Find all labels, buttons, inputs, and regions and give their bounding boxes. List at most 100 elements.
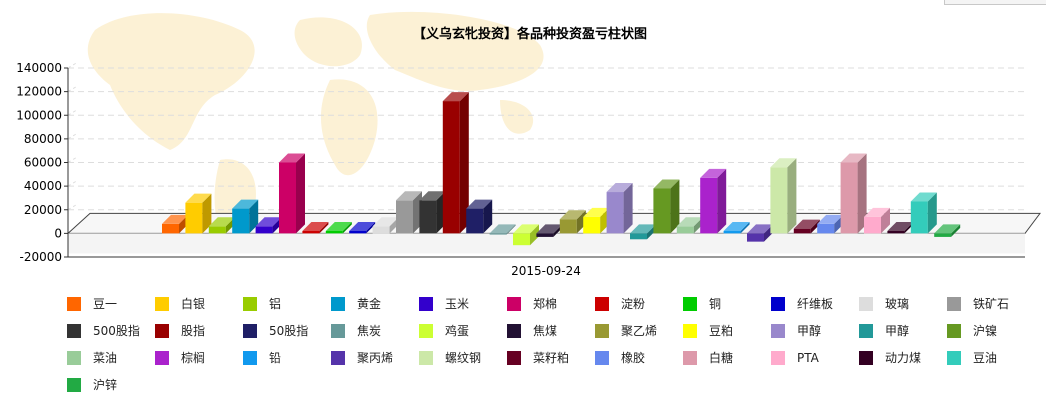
- bar-front: [700, 177, 718, 234]
- bar-front: [653, 188, 671, 234]
- x-category-label: 2015-09-24: [511, 264, 581, 278]
- bar-front: [559, 219, 577, 234]
- bar-side: [787, 158, 797, 234]
- bar-side: [296, 153, 305, 234]
- bar-16: [513, 224, 539, 246]
- bar-top: [325, 222, 352, 232]
- bar-18: [559, 210, 586, 234]
- bar-top: [162, 214, 188, 224]
- bar-top: [840, 153, 867, 163]
- bar-side: [670, 179, 680, 234]
- bar-side: [459, 92, 469, 234]
- bar-top: [396, 191, 422, 201]
- bar-top: [770, 158, 797, 168]
- window-corner-box: [944, 0, 1046, 5]
- chart-bars: [162, 92, 961, 246]
- bar-top: [349, 222, 376, 232]
- bar-front: [606, 192, 624, 234]
- bar-top: [583, 207, 610, 217]
- bar-front: [676, 226, 694, 234]
- bar-front: [349, 231, 367, 234]
- bar-front: [513, 233, 530, 246]
- bar-7: [302, 222, 329, 234]
- grid-diag-3: [67, 179, 79, 187]
- bar-top: [630, 224, 656, 234]
- grid-diag-4: [67, 156, 79, 163]
- map-shape-4: [366, 11, 544, 91]
- bar-top: [700, 168, 727, 178]
- grid-diag-6: [67, 108, 79, 116]
- bar-front: [817, 223, 835, 234]
- bar-front: [887, 231, 905, 234]
- y-tick-label: -20000: [19, 250, 62, 264]
- bar-top: [255, 217, 282, 227]
- bar-14: [466, 199, 493, 234]
- bar-top: [536, 224, 563, 234]
- bar-side: [530, 224, 539, 246]
- bar-front: [442, 101, 460, 234]
- bar-front: [466, 208, 484, 234]
- bar-top: [466, 199, 493, 209]
- bar-front: [396, 200, 413, 234]
- bar-front: [232, 208, 250, 234]
- y-tick-label: 60000: [24, 156, 62, 170]
- bar-top: [887, 222, 914, 232]
- bar-front: [208, 226, 226, 234]
- y-tick-label: 20000: [24, 203, 62, 217]
- bar-front: [185, 202, 203, 234]
- bar-top: [723, 222, 750, 232]
- bar-31: [864, 207, 890, 234]
- bar-side: [483, 199, 493, 234]
- bar-side: [576, 210, 586, 234]
- bar-front: [793, 228, 811, 234]
- bar-top: [489, 224, 516, 234]
- bar-side: [881, 207, 890, 234]
- bar-2: [185, 193, 212, 234]
- y-tick-label: 140000: [16, 61, 62, 75]
- y-tick-label: 100000: [16, 108, 62, 122]
- bar-top: [559, 210, 586, 220]
- bar-top: [185, 193, 212, 203]
- bar-top: [302, 222, 329, 232]
- bar-top: [793, 219, 820, 229]
- chart-title: 【义乌玄牝投资】各品种投资盈亏柱状图: [413, 26, 647, 42]
- bar-side: [810, 219, 820, 234]
- map-shape-5: [500, 100, 534, 134]
- bar-top: [208, 217, 235, 227]
- bar-9: [349, 222, 376, 234]
- bar-top: [419, 191, 446, 201]
- y-tick-label: 80000: [24, 132, 62, 146]
- bar-side: [717, 168, 727, 234]
- y-tick-label: 0: [54, 226, 62, 240]
- bar-20: [606, 183, 633, 234]
- bar-side: [857, 153, 867, 234]
- chart-labels: -20000 0 20000 40000 60000 80000 100000 120000 1…: [16, 61, 581, 278]
- bar-front: [489, 233, 507, 235]
- bar-side: [202, 193, 212, 234]
- bar-front: [255, 226, 273, 234]
- map-shape-2: [294, 17, 362, 67]
- bar-front: [372, 226, 390, 234]
- bar-front: [910, 201, 928, 234]
- bar-front: [162, 223, 179, 234]
- bar-top: [653, 179, 680, 189]
- bar-top: [676, 217, 703, 227]
- grid-diag-8: [67, 61, 79, 69]
- bar-front: [419, 200, 437, 234]
- bar-front: [934, 233, 952, 237]
- bar-15: [489, 224, 516, 235]
- bar-11: [396, 191, 422, 234]
- bar-top: [864, 207, 890, 217]
- bar-24: [700, 168, 727, 234]
- bar-top: [513, 224, 539, 234]
- bar-side: [927, 192, 937, 234]
- bar-side: [740, 222, 750, 234]
- bar-front: [536, 233, 554, 237]
- bar-front: [723, 231, 741, 234]
- y-tick-label: 120000: [16, 85, 62, 99]
- bar-4: [232, 199, 259, 234]
- bar-side: [951, 224, 961, 237]
- bar-front: [325, 231, 343, 234]
- bar-front: [747, 233, 764, 242]
- bar-6: [279, 153, 305, 234]
